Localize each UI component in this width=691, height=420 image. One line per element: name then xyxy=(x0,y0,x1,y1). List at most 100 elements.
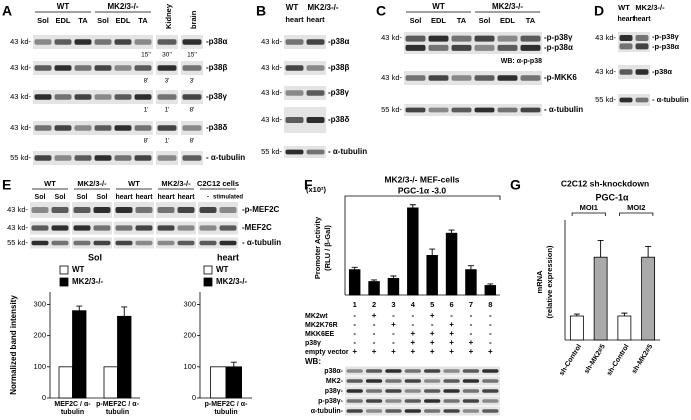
group-label: MOI2 xyxy=(627,203,645,212)
error-bar xyxy=(597,239,604,258)
band xyxy=(619,69,633,75)
row-label: - α-tubulin xyxy=(328,147,367,156)
band xyxy=(182,125,202,131)
blot xyxy=(181,121,203,135)
group-label: C2C12 cells xyxy=(197,179,239,188)
bar xyxy=(407,207,419,296)
band xyxy=(54,65,72,71)
band xyxy=(443,409,460,413)
band xyxy=(619,35,633,41)
band xyxy=(482,409,499,413)
band xyxy=(31,207,49,213)
size-marker: 55 kd- xyxy=(381,105,402,114)
exposure: 1' xyxy=(144,107,149,114)
band xyxy=(157,39,177,45)
condition-sign: + xyxy=(430,311,435,320)
lane-label: Kidney xyxy=(164,3,173,29)
lane-label: Sol xyxy=(77,194,88,201)
condition-sign: + xyxy=(449,347,454,356)
blot xyxy=(114,221,154,235)
band xyxy=(285,39,304,45)
row-label: -p38γ xyxy=(328,88,349,97)
lane-label: heart xyxy=(115,194,133,201)
band xyxy=(94,155,112,161)
band xyxy=(462,379,480,383)
size-marker: 55 kd- xyxy=(7,238,28,247)
condition-sign: - xyxy=(373,329,376,338)
x-tick-label: 1 xyxy=(353,300,357,309)
condition-sign: + xyxy=(469,338,474,347)
error-bar xyxy=(371,279,378,282)
x-tick-label: 2 xyxy=(372,300,376,309)
row-label: - α-tubulin xyxy=(206,153,245,162)
band xyxy=(219,240,237,246)
blot xyxy=(345,366,500,376)
blot-note: WB: α-p-p38 xyxy=(501,58,542,65)
row-label: -p38β xyxy=(206,63,227,72)
construct-label: PGC-1α -3.0 xyxy=(398,185,446,195)
condition-sign: + xyxy=(430,338,435,347)
lane-label: Sol xyxy=(97,16,109,25)
band xyxy=(93,225,111,231)
lane-label: Sol xyxy=(479,16,491,25)
band xyxy=(73,240,91,246)
blot xyxy=(33,61,153,75)
condition-sign: - xyxy=(489,329,492,338)
lane-label: Sol xyxy=(37,16,49,25)
bar xyxy=(569,315,584,341)
condition-sign: - xyxy=(411,311,414,320)
band xyxy=(34,65,52,71)
group-label: WT xyxy=(57,2,70,11)
band xyxy=(520,75,541,81)
blot xyxy=(404,104,542,116)
y-tick-label: 100 xyxy=(33,362,46,371)
band xyxy=(199,240,217,246)
wb-row-label: p38α- xyxy=(324,368,343,375)
bar xyxy=(103,366,118,399)
band xyxy=(157,125,177,131)
y-tick-label: 200 xyxy=(183,331,196,340)
blot xyxy=(618,94,650,106)
lane-label: heart xyxy=(157,194,175,201)
legend-swatch xyxy=(59,277,69,287)
band xyxy=(451,107,472,113)
size-marker: 55 kd- xyxy=(595,95,616,104)
band xyxy=(157,207,175,213)
condition-sign: - xyxy=(392,338,395,347)
condition-label: MKK6EE xyxy=(305,331,335,338)
condition-sign: + xyxy=(488,347,493,356)
chart-title: Sol xyxy=(88,252,102,262)
legend-swatch xyxy=(203,277,213,287)
condition-sign: - xyxy=(470,311,473,320)
band xyxy=(385,399,402,403)
error-bar xyxy=(645,245,652,258)
band xyxy=(474,75,495,81)
band xyxy=(74,155,92,161)
row-label: -p-p38α xyxy=(652,42,680,51)
band xyxy=(114,125,132,131)
band xyxy=(34,155,52,161)
condition-sign: - xyxy=(373,338,376,347)
band xyxy=(306,117,325,123)
bar xyxy=(445,232,458,296)
band xyxy=(115,225,133,231)
size-marker: 55 kd- xyxy=(261,147,282,156)
band xyxy=(219,207,237,213)
lane-label: EDL xyxy=(431,16,446,25)
size-marker: 43 kd- xyxy=(10,63,31,72)
y-tick-label: 300 xyxy=(33,299,46,308)
x-tick-label: p-MEF2C / α-tubulin xyxy=(204,401,248,416)
panel-header: C2C12 sh-knockdown xyxy=(561,178,649,188)
blot xyxy=(404,32,542,54)
group-label: MK2/3-/- xyxy=(77,179,107,188)
blot xyxy=(30,221,70,235)
row-label: -MEF2C xyxy=(242,223,272,232)
band xyxy=(443,379,460,383)
condition-sign: + xyxy=(449,329,454,338)
band xyxy=(462,389,480,393)
band xyxy=(31,240,49,246)
lane-label: TA xyxy=(457,16,467,25)
band xyxy=(134,125,152,131)
band xyxy=(520,107,541,113)
lane-label: stimulated xyxy=(213,195,243,201)
